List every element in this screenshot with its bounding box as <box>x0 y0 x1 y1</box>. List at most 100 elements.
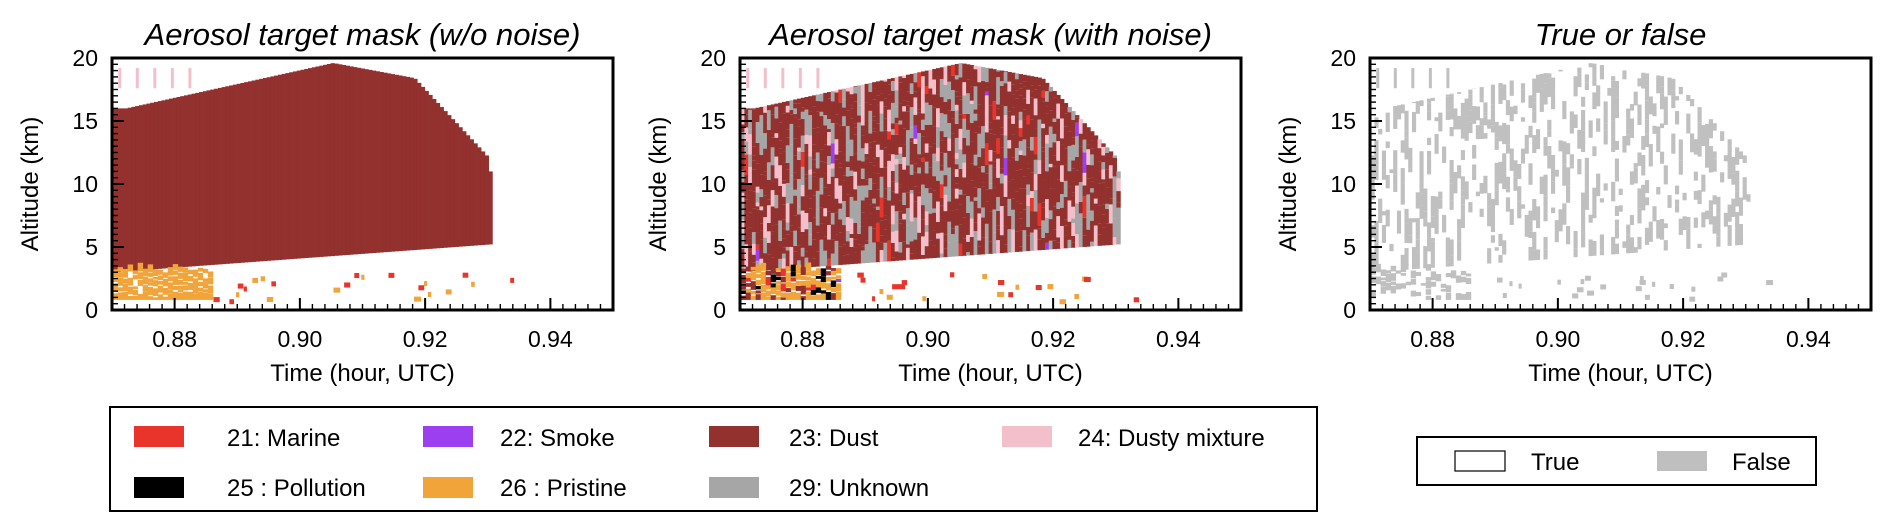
mask-cell <box>842 145 847 155</box>
false-cell <box>1697 122 1702 135</box>
false-cell <box>1449 239 1454 256</box>
mask-cell <box>1097 139 1102 149</box>
dust-cell <box>398 75 403 252</box>
mask-cell <box>928 69 933 89</box>
low-speck <box>333 287 341 293</box>
mask-cell <box>1063 225 1069 231</box>
mask-cell <box>748 154 753 167</box>
false-cell <box>1543 196 1548 206</box>
low-layer-cell <box>162 278 169 287</box>
mask-cell <box>1063 196 1069 220</box>
mask-cell <box>751 169 757 192</box>
legend-swatch-dusty-mixture <box>1002 426 1052 447</box>
mask-cell <box>815 232 821 252</box>
mask-cell <box>887 219 892 241</box>
mask-cell <box>981 148 986 167</box>
mask-cell <box>924 173 930 189</box>
low-layer-cell <box>825 292 832 300</box>
mask-cell <box>973 187 978 198</box>
false-cell <box>1596 173 1601 197</box>
mask-cell <box>872 99 877 117</box>
mask-cell <box>1060 107 1065 119</box>
low-layer-cell <box>112 269 119 278</box>
mask-cell <box>842 116 847 127</box>
mask-cell <box>1022 119 1027 140</box>
low-layer-cell <box>760 292 767 300</box>
low-layer-cell <box>790 282 797 291</box>
mask-cell <box>800 256 806 268</box>
mask-cell <box>1029 76 1035 86</box>
false-cell <box>1468 89 1473 95</box>
mask-cell <box>996 71 1001 78</box>
mask-cell <box>879 131 885 150</box>
false-cell <box>1498 125 1503 142</box>
mask-cell <box>920 71 926 77</box>
mask-cell <box>1048 91 1054 111</box>
false-cell <box>1614 219 1620 227</box>
mask-cell <box>1093 206 1099 226</box>
mask-cell <box>1090 131 1095 141</box>
mask-cell <box>1067 131 1072 146</box>
low-speck <box>344 282 351 288</box>
false-cell <box>1385 209 1390 227</box>
mask-cell <box>796 151 802 160</box>
mask-cell <box>868 189 873 200</box>
mask-cell <box>973 120 978 133</box>
mask-cell <box>1052 235 1057 241</box>
mask-cell <box>1041 123 1046 129</box>
mask-cell <box>1071 242 1076 248</box>
mask-cell <box>966 167 971 184</box>
false-cell <box>1430 216 1435 228</box>
false-cell <box>1562 101 1567 120</box>
mask-cell <box>932 212 937 231</box>
dust-cell <box>315 66 320 258</box>
dust-cell <box>375 71 381 253</box>
mask-cell <box>1044 101 1050 107</box>
false-cell <box>1426 150 1432 159</box>
mask-cell <box>830 192 836 213</box>
false-cell <box>1408 168 1413 173</box>
mask-cell <box>1063 230 1069 236</box>
low-layer-cell <box>1465 273 1472 277</box>
false-cell <box>1618 205 1623 212</box>
mask-cell <box>996 196 1001 211</box>
mask-cell <box>1101 214 1106 228</box>
mask-cell <box>962 217 967 239</box>
mask-cell <box>928 188 933 194</box>
mask-cell <box>774 106 779 119</box>
mask-cell <box>845 217 851 231</box>
mask-cell <box>751 155 757 161</box>
mask-cell <box>954 188 960 199</box>
low-speck <box>1133 297 1140 303</box>
mask-cell <box>751 208 757 221</box>
mask-cell <box>958 194 963 205</box>
mask-cell <box>1014 127 1020 148</box>
low-speck <box>1035 284 1042 291</box>
low-layer-cell <box>795 280 802 286</box>
false-cell <box>1426 222 1432 230</box>
upper-plume <box>1376 68 1380 89</box>
mask-cell <box>1086 144 1091 150</box>
low-layer-cell <box>755 294 762 300</box>
mask-cell <box>981 217 986 238</box>
mask-cell <box>954 209 960 226</box>
low-speck <box>1651 281 1656 287</box>
mask-cell <box>1086 211 1091 230</box>
low-layer-cell <box>162 287 169 295</box>
low-speck <box>1518 283 1522 289</box>
mask-cell <box>808 156 813 170</box>
low-layer-cell <box>202 292 209 300</box>
mask-cell <box>887 190 892 201</box>
mask-cell <box>981 186 986 208</box>
false-cell <box>1648 221 1653 242</box>
mask-cell <box>763 175 768 196</box>
mask-cell <box>909 138 915 142</box>
mask-cell <box>909 93 915 108</box>
false-cell <box>1400 104 1405 114</box>
mask-cell <box>793 215 798 231</box>
dust-cell <box>386 73 392 252</box>
mask-cell <box>898 76 903 79</box>
mask-cell <box>890 129 896 135</box>
false-cell <box>1629 171 1635 185</box>
false-cell <box>1475 125 1480 140</box>
